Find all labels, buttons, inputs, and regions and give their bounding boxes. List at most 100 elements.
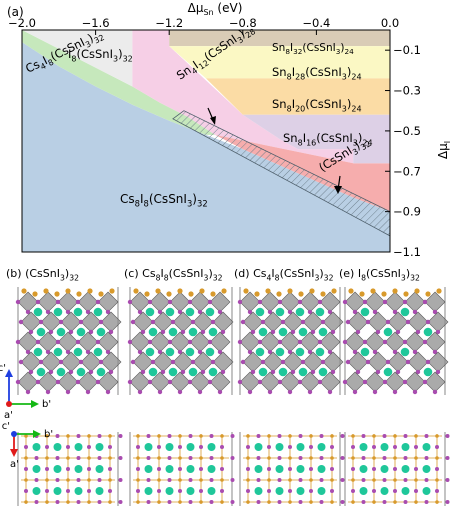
structure-panel-b: (b) (CsSnI3)32 <box>6 267 123 506</box>
iodine-atom <box>197 309 203 315</box>
iodine-atom <box>18 319 24 325</box>
iodine-atom <box>355 329 361 335</box>
tin-atom <box>372 456 376 460</box>
cesium-atom <box>145 347 155 357</box>
tin-atom <box>136 500 140 504</box>
iodine-atom <box>35 299 41 305</box>
cesium-atom <box>360 347 370 357</box>
iodine-atom <box>319 500 324 504</box>
tin-atom <box>309 434 313 438</box>
cesium-atom <box>73 347 83 357</box>
tin-atom <box>87 456 91 460</box>
cesium-atom <box>56 367 66 377</box>
side-view <box>15 287 122 395</box>
iodine-atom <box>422 339 428 345</box>
iodine-atom <box>320 359 326 365</box>
iodine-atom <box>365 319 371 325</box>
panel-title: (d) Cs4I8(CsSnI3)32 <box>234 267 334 282</box>
tin-atom <box>287 288 293 294</box>
iodine-atom <box>45 389 51 395</box>
tin-atom <box>32 291 38 297</box>
iodine-atom <box>382 339 388 345</box>
structure-panels: (b) (CsSnI3)32 (c) Cs8I8(CsSnI3)32 (d) Cs4… <box>6 267 450 506</box>
cesium-atom <box>208 367 218 377</box>
iodine-atom <box>345 359 351 365</box>
cesium-atom <box>36 327 46 337</box>
top-view <box>344 432 450 506</box>
tin-atom <box>188 291 194 297</box>
iodine-atom <box>267 349 273 355</box>
iodine-atom <box>136 489 140 493</box>
iodine-atom <box>97 500 102 504</box>
x-tick-label: −0.4 <box>302 16 330 30</box>
iodine-atom <box>127 339 133 345</box>
phase-diagram-chart: Sn8I32(CsSnI3)24 Sn8I28(CsSnI3)24 Sn8I20(C… <box>7 1 452 259</box>
iodine-atom <box>290 329 296 335</box>
iodine-atom <box>257 299 263 305</box>
iodine-atom <box>55 500 60 504</box>
tin-atom <box>414 434 418 438</box>
iodine-atom <box>55 339 61 345</box>
iodine-atom <box>209 456 214 460</box>
cesium-atom <box>255 347 265 357</box>
iodine-atom <box>108 445 112 449</box>
iodine-atom <box>78 319 84 325</box>
iodine-atom <box>297 339 303 345</box>
cesium-atom <box>295 307 305 317</box>
iodine-atom <box>167 434 172 438</box>
cesium-atom <box>53 307 63 317</box>
iodine-atom <box>76 478 81 482</box>
iodine-atom <box>402 379 408 385</box>
iodine-atom <box>403 500 408 504</box>
tin-atom <box>351 434 355 438</box>
iodine-atom <box>403 434 408 438</box>
tin-atom <box>372 434 376 438</box>
iodine-atom <box>277 478 282 482</box>
iodine-atom <box>76 456 81 460</box>
tin-atom <box>178 478 182 482</box>
iodine-atom <box>35 339 41 345</box>
tin-atom <box>133 288 139 294</box>
cesium-atom <box>186 487 195 495</box>
iodine-atom <box>146 478 151 482</box>
iodine-atom <box>150 359 156 365</box>
cesium-atom <box>188 367 198 377</box>
iodine-atom <box>98 359 104 365</box>
cesium-atom <box>168 327 178 337</box>
iodine-atom <box>118 500 123 504</box>
iodine-atom <box>352 309 358 315</box>
iodine-atom <box>327 389 333 395</box>
tin-atom <box>177 288 183 294</box>
iodine-atom <box>180 369 186 375</box>
iodine-atom <box>300 359 306 365</box>
tin-atom <box>288 500 292 504</box>
iodine-atom <box>209 478 214 482</box>
y-axis-title: ΔμI <box>436 141 452 159</box>
iodine-atom <box>352 349 358 355</box>
iodine-atom <box>18 359 24 365</box>
iodine-atom <box>217 389 223 395</box>
tin-atom <box>330 478 334 482</box>
iodine-atom <box>256 434 261 438</box>
cesium-atom <box>383 367 393 377</box>
iodine-atom <box>200 329 206 335</box>
tin-atom <box>435 478 439 482</box>
iodine-atom <box>118 478 123 482</box>
tin-atom <box>178 434 182 438</box>
iodine-atom <box>65 389 71 395</box>
iodine-atom <box>105 389 111 395</box>
iodine-atom <box>287 389 293 395</box>
cesium-atom <box>401 465 410 473</box>
cesium-atom <box>275 487 284 495</box>
region-sn8i16 <box>242 114 390 164</box>
cesium-atom <box>188 327 198 337</box>
octahedron <box>344 371 366 393</box>
iodine-atom <box>167 456 172 460</box>
iodine-atom <box>78 359 84 365</box>
iodine-atom <box>309 445 313 449</box>
iodine-atom <box>187 379 193 385</box>
cesium-atom <box>318 327 328 337</box>
cesium-atom <box>400 307 410 317</box>
cesium-atom <box>93 347 103 357</box>
iodine-atom <box>327 349 333 355</box>
